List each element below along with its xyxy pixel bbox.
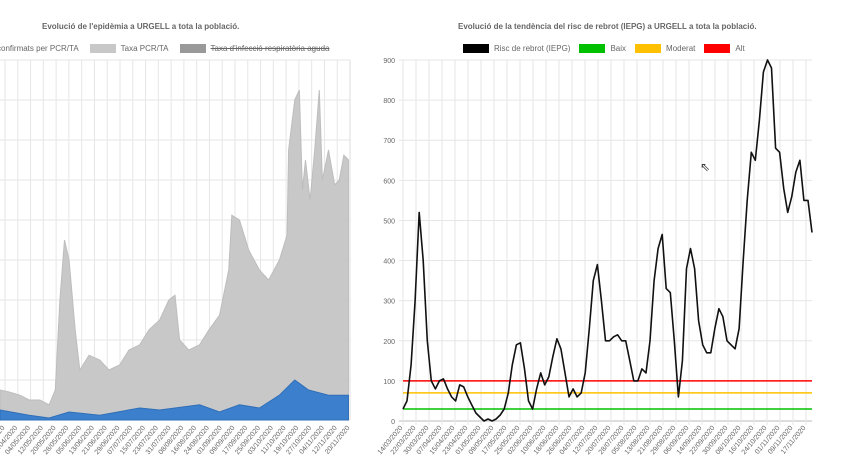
right-y-tick-label: 400 <box>383 259 395 266</box>
legend-swatch-alt <box>704 44 731 53</box>
legend-baix[interactable]: Baix <box>610 44 627 53</box>
legend-swatch-baix <box>579 44 606 53</box>
left-chart-title: Evolució de l'epidèmia a URGELL a tota l… <box>42 22 240 31</box>
right-y-tick-label: 0 <box>391 419 395 426</box>
legend-confirmats[interactable]: confirmats per PCR/TA <box>0 44 79 53</box>
right-y-tick-label: 800 <box>383 98 395 105</box>
legend-swatch-iepg <box>463 44 489 53</box>
area-taxa-pcr-ta <box>0 89 349 421</box>
legend-ira[interactable]: Taxa d'infecció respiratòria aguda <box>210 44 330 53</box>
right-y-tick-label: 900 <box>383 58 395 65</box>
legend-iepg[interactable]: Risc de rebrot (IEPG) <box>494 44 571 53</box>
right-y-tick-label: 100 <box>383 379 395 386</box>
right-legend: Risc de rebrot (IEPG) Baix Moderat Alt <box>463 44 745 53</box>
legend-alt[interactable]: Alt <box>735 44 745 53</box>
right-y-tick-label: 500 <box>383 218 395 225</box>
right-y-tick-label: 600 <box>383 178 395 185</box>
legend-swatch-ira <box>179 44 206 53</box>
mouse-cursor-icon: ⇖ <box>700 160 711 174</box>
right-y-tick-label: 300 <box>383 299 395 306</box>
legend-swatch-moderat <box>635 44 662 53</box>
legend-swatch-taxa <box>89 44 116 53</box>
area-confirmats-per-pcr-ta <box>0 379 349 421</box>
legend-moderat[interactable]: Moderat <box>666 44 696 53</box>
iepg-line <box>402 59 813 422</box>
right-chart-title: Evolució de la tendència del risc de reb… <box>458 22 757 31</box>
left-legend: confirmats per PCR/TA Taxa PCR/TA Taxa d… <box>0 44 329 53</box>
right-y-tick-label: 200 <box>383 339 395 346</box>
right-y-tick-label: 700 <box>383 138 395 145</box>
legend-taxa[interactable]: Taxa PCR/TA <box>120 44 169 53</box>
